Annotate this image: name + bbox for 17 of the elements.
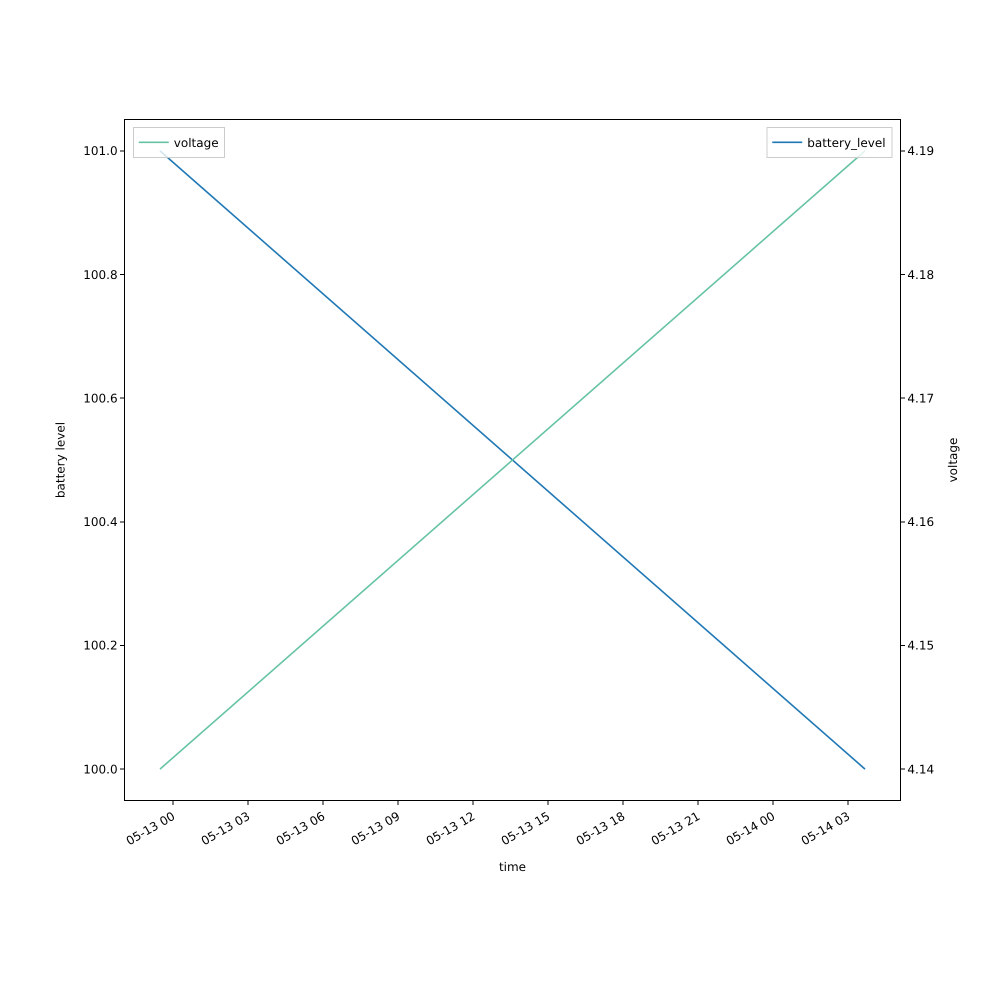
y2-tick-label: 4.14 [907,762,934,776]
y-tick-label: 100.4 [83,515,118,530]
y2-axis-title: voltage [946,438,960,482]
y-tick-label: 100.6 [83,391,118,406]
y-axis-title: battery level [54,422,68,498]
y2-tick-label: 4.17 [907,391,934,406]
y-tick-label: 100.2 [83,638,118,653]
legend-label: battery_level [807,136,886,150]
y2-tick-label: 4.18 [907,268,934,282]
y2-tick-label: 4.15 [907,638,934,653]
y-tick-label: 100.0 [83,762,118,776]
y-tick-label: 100.8 [83,268,118,282]
y2-tick-label: 4.16 [907,515,934,530]
x-axis-title: time [498,860,526,874]
y-tick-label: 101.0 [83,144,118,158]
legend-label: voltage [174,136,219,150]
y2-tick-label: 4.19 [907,144,934,158]
